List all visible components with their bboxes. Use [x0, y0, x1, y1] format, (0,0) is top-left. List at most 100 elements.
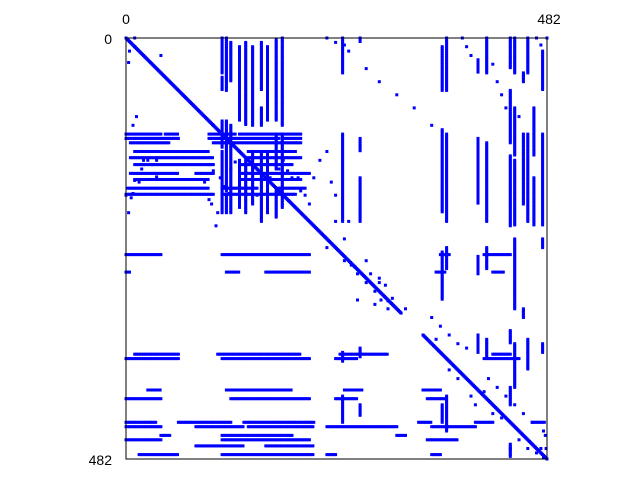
row-nonzero-point [493, 357, 497, 361]
row-nonzero-point [285, 141, 289, 145]
row-nonzero-point [168, 150, 172, 153]
row-nonzero-point [145, 352, 149, 356]
row-nonzero-point [217, 141, 221, 145]
row-nonzero-point [210, 171, 214, 175]
column-nonzero-point [266, 52, 269, 56]
row-nonzero-point [222, 253, 226, 257]
row-nonzero-point [285, 270, 289, 274]
column-nonzero-point [485, 183, 489, 187]
row-nonzero-point [135, 397, 138, 401]
row-nonzero-point [150, 425, 154, 429]
row-nonzero-point [302, 444, 306, 448]
column-nonzero-point [220, 160, 224, 164]
column-nonzero-point [229, 199, 233, 202]
scattered-nonzero-point [530, 420, 534, 424]
column-nonzero-point [485, 48, 489, 52]
row-nonzero-point [330, 453, 334, 457]
row-nonzero-point [140, 178, 144, 181]
column-nonzero-point [358, 185, 362, 188]
column-nonzero-point [513, 375, 517, 379]
row-nonzero-point [472, 425, 476, 429]
row-nonzero-point [157, 150, 161, 153]
column-nonzero-point [541, 221, 545, 225]
row-nonzero-point [162, 150, 166, 153]
scattered-nonzero-point [390, 296, 394, 300]
scattered-nonzero-point [131, 123, 135, 127]
column-nonzero-point [440, 268, 444, 271]
column-nonzero-point [274, 40, 278, 43]
row-nonzero-point [264, 253, 268, 257]
row-nonzero-point [267, 141, 271, 145]
row-nonzero-point [276, 163, 280, 167]
column-nonzero-point [541, 70, 545, 74]
column-nonzero-point [476, 168, 480, 172]
column-nonzero-point [445, 219, 449, 223]
row-nonzero-point [238, 178, 241, 181]
scattered-nonzero-point [142, 158, 145, 162]
column-nonzero-point [341, 183, 345, 187]
row-nonzero-point [274, 453, 278, 457]
row-nonzero-point [155, 438, 159, 442]
column-nonzero-point [476, 164, 480, 168]
row-nonzero-point [246, 253, 250, 257]
row-nonzero-point [498, 253, 502, 257]
column-nonzero-point [541, 132, 545, 136]
column-nonzero-point [521, 202, 525, 206]
column-nonzero-point [280, 67, 284, 71]
row-nonzero-point [246, 438, 250, 442]
row-nonzero-point [148, 141, 152, 145]
scattered-nonzero-point [495, 80, 499, 84]
row-nonzero-point [493, 253, 497, 257]
column-nonzero-point [513, 188, 517, 192]
column-nonzero-point [541, 86, 545, 90]
column-nonzero-point [485, 169, 489, 173]
row-nonzero-point [288, 136, 292, 140]
column-nonzero-point [541, 143, 545, 147]
row-nonzero-point [189, 420, 193, 424]
row-nonzero-point [166, 186, 170, 190]
column-nonzero-point [224, 166, 228, 170]
row-nonzero-point [355, 357, 359, 361]
column-nonzero-point [508, 170, 512, 174]
row-nonzero-point [287, 150, 290, 153]
column-nonzero-point [229, 132, 233, 136]
row-nonzero-point [143, 136, 147, 140]
row-nonzero-point [164, 192, 168, 196]
row-nonzero-point [276, 357, 280, 361]
column-nonzero-point [341, 137, 345, 141]
row-nonzero-point [264, 397, 268, 401]
column-nonzero-point [532, 130, 536, 134]
column-nonzero-point [341, 199, 345, 202]
row-nonzero-point [252, 192, 255, 196]
row-nonzero-point [155, 388, 159, 392]
row-nonzero-point [307, 253, 311, 257]
x-tick-label-max: 482 [537, 11, 561, 27]
column-nonzero-point [266, 61, 269, 64]
column-nonzero-point [224, 121, 228, 125]
column-nonzero-point [440, 199, 444, 203]
scattered-nonzero-point [203, 180, 207, 184]
row-nonzero-point [425, 438, 429, 442]
row-nonzero-point [380, 352, 384, 356]
row-nonzero-point [185, 192, 189, 196]
row-nonzero-point [278, 270, 282, 274]
column-nonzero-point [541, 193, 545, 197]
row-nonzero-point [142, 150, 145, 153]
column-nonzero-point [541, 148, 545, 152]
column-nonzero-point [445, 419, 449, 423]
row-nonzero-point [335, 357, 339, 361]
column-nonzero-point [485, 195, 489, 199]
row-nonzero-point [233, 270, 237, 274]
row-nonzero-point [295, 171, 299, 175]
scattered-nonzero-point [137, 180, 141, 184]
row-nonzero-point [494, 352, 498, 356]
column-nonzero-point [513, 350, 517, 354]
column-nonzero-point [485, 141, 489, 145]
column-nonzero-point [229, 176, 233, 180]
row-nonzero-point [169, 357, 173, 361]
row-nonzero-point [199, 178, 203, 181]
row-nonzero-point [259, 438, 262, 442]
row-nonzero-point [304, 444, 308, 448]
column-nonzero-point [266, 95, 269, 99]
column-nonzero-point [259, 75, 263, 79]
